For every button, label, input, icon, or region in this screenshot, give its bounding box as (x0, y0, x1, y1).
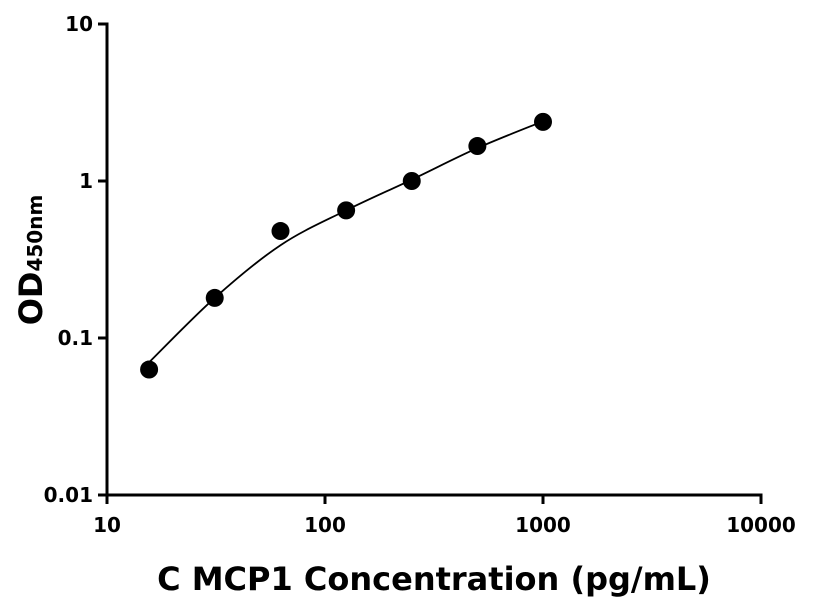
y-axis-label: OD450nm (12, 195, 50, 326)
x-tick-label: 10 (93, 513, 121, 537)
data-point (271, 222, 290, 241)
y-axis-label-sub: 450nm (23, 195, 47, 272)
x-tick-label: 10000 (726, 513, 796, 537)
data-point (140, 360, 159, 379)
data-point (402, 172, 421, 190)
y-tick-label: 10 (65, 12, 93, 36)
y-tick-label: 0.01 (44, 483, 93, 507)
fit-curve (148, 120, 544, 363)
x-tick-label: 100 (304, 513, 346, 537)
y-tick-label: 0.1 (58, 326, 93, 350)
data-point (337, 201, 356, 220)
data-point (468, 137, 487, 156)
data-point (534, 112, 552, 131)
data-point (205, 288, 224, 307)
x-tick-label: 1000 (515, 513, 571, 537)
y-axis-label-main: OD (12, 272, 50, 326)
y-tick-label: 1 (79, 169, 93, 193)
x-axis-label: C MCP1 Concentration (pg/mL) (157, 560, 711, 598)
